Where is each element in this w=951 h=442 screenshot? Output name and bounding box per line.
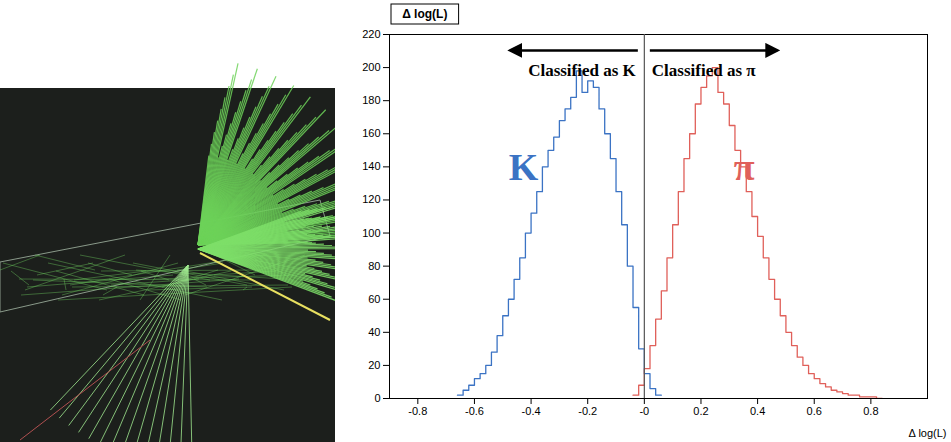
svg-text:100: 100: [362, 227, 380, 239]
svg-text:0.4: 0.4: [750, 405, 765, 417]
svg-text:Δ log(L): Δ log(L): [909, 427, 947, 439]
svg-text:0.2: 0.2: [693, 405, 708, 417]
svg-text:40: 40: [368, 326, 380, 338]
svg-text:π: π: [734, 146, 755, 188]
svg-text:0: 0: [374, 392, 380, 404]
svg-text:-0.6: -0.6: [465, 405, 484, 417]
svg-text:-0: -0: [639, 405, 649, 417]
svg-text:-0.8: -0.8: [408, 405, 427, 417]
svg-text:-0.2: -0.2: [578, 405, 597, 417]
svg-text:200: 200: [362, 61, 380, 73]
svg-text:120: 120: [362, 193, 380, 205]
svg-text:-0.4: -0.4: [522, 405, 541, 417]
svg-text:Classified as K: Classified as K: [528, 61, 636, 80]
svg-text:60: 60: [368, 293, 380, 305]
svg-text:220: 220: [362, 28, 380, 40]
svg-text:Δ log(L): Δ log(L): [402, 7, 447, 21]
svg-text:140: 140: [362, 160, 380, 172]
svg-text:160: 160: [362, 127, 380, 139]
svg-text:0.6: 0.6: [807, 405, 822, 417]
svg-text:80: 80: [368, 260, 380, 272]
svg-text:Classified as π: Classified as π: [652, 61, 756, 80]
svg-text:20: 20: [368, 359, 380, 371]
svg-text:0.8: 0.8: [863, 405, 878, 417]
svg-text:180: 180: [362, 94, 380, 106]
svg-text:K: K: [509, 146, 539, 188]
